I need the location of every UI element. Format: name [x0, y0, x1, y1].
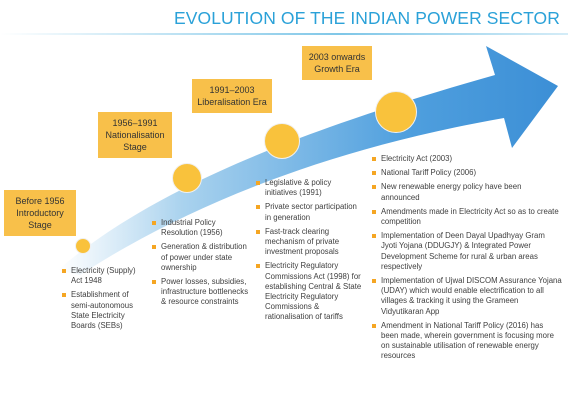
era-date: 1991–2003	[209, 85, 255, 95]
list-item: Electricity Act (2003)	[372, 154, 562, 164]
list-item: Generation & distribution of power under…	[152, 242, 252, 273]
list-item: Fast-track clearing mechanism of private…	[256, 227, 362, 258]
era-name: Growth Era	[314, 64, 360, 74]
page-title: EVOLUTION OF THE INDIAN POWER SECTOR	[173, 8, 560, 28]
list-item: Implementation of Deen Dayal Upadhyay Gr…	[372, 231, 562, 272]
list-item: Private sector participation in generati…	[256, 202, 362, 222]
era-dot-4	[375, 91, 417, 133]
list-introductory: Electricity (Supply) Act 1948 Establishm…	[62, 266, 148, 335]
list-item: Industrial Policy Resolution (1956)	[152, 218, 252, 238]
era-dot-2	[172, 163, 202, 193]
era-box-introductory: Before 1956 Introductory Stage	[4, 190, 76, 236]
title-underline	[0, 33, 568, 35]
list-liberalisation: Legislative & policy initiatives (1991) …	[256, 178, 362, 327]
era-name: Nationalisation	[105, 130, 165, 140]
list-item: Power losses, subsidies, infrastructure …	[152, 277, 252, 308]
era-date: Before 1956	[15, 196, 65, 206]
list-item: Electricity Regulatory Commissions Act (…	[256, 261, 362, 322]
list-growth: Electricity Act (2003) National Tariff P…	[372, 154, 562, 366]
list-item: Electricity (Supply) Act 1948	[62, 266, 148, 286]
list-item: Amendments made in Electricity Act so as…	[372, 207, 562, 227]
arrow-body	[58, 46, 558, 275]
list-item: Implementation of Ujwal DISCOM Assurance…	[372, 276, 562, 317]
list-item: National Tariff Policy (2006)	[372, 168, 562, 178]
era-dot-3	[264, 123, 300, 159]
list-item: Establishment of semi-autonomous State E…	[62, 290, 148, 331]
era-date: 2003 onwards	[308, 52, 366, 62]
era-name: Introductory	[16, 208, 64, 218]
era-box-liberalisation: 1991–2003 Liberalisation Era	[192, 79, 272, 113]
era-name-2: Stage	[28, 220, 52, 230]
era-box-nationalisation: 1956–1991 Nationalisation Stage	[98, 112, 172, 158]
era-dot-1	[75, 238, 91, 254]
era-name: Liberalisation Era	[197, 97, 267, 107]
era-box-growth: 2003 onwards Growth Era	[302, 46, 372, 80]
list-nationalisation: Industrial Policy Resolution (1956) Gene…	[152, 218, 252, 312]
era-name-2: Stage	[123, 142, 147, 152]
list-item: Amendment in National Tariff Policy (201…	[372, 321, 562, 362]
era-date: 1956–1991	[112, 118, 158, 128]
list-item: New renewable energy policy have been an…	[372, 182, 562, 202]
list-item: Legislative & policy initiatives (1991)	[256, 178, 362, 198]
